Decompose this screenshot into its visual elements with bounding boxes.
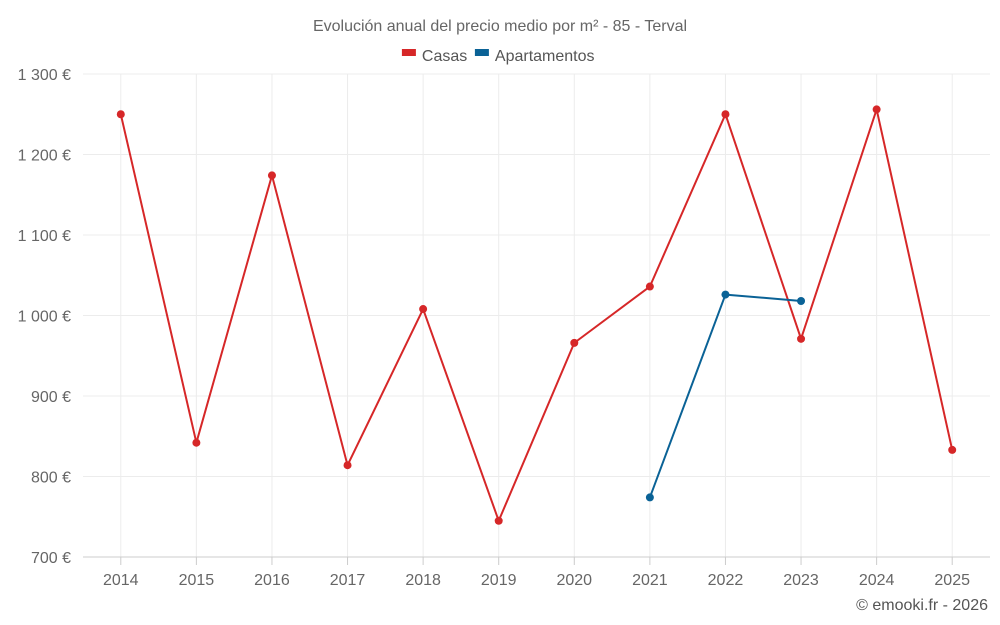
data-point-casas[interactable] xyxy=(721,110,730,119)
data-point-apartamentos[interactable] xyxy=(645,493,654,502)
data-point-casas[interactable] xyxy=(267,171,276,180)
data-point-casas[interactable] xyxy=(116,110,125,119)
x-tick-label: 2024 xyxy=(859,572,895,589)
legend[interactable]: Casas Apartamentos xyxy=(401,48,595,65)
legend-swatch xyxy=(474,49,489,56)
y-tick-label: 1 300 € xyxy=(18,67,71,84)
y-tick-label: 1 000 € xyxy=(18,309,71,326)
data-point-apartamentos[interactable] xyxy=(721,290,730,299)
gridlines xyxy=(83,73,990,557)
data-point-casas[interactable] xyxy=(343,461,352,470)
y-tick-label: 1 100 € xyxy=(18,228,71,245)
x-tick-label: 2016 xyxy=(254,572,290,589)
data-point-casas[interactable] xyxy=(570,338,579,347)
legend-item-casas[interactable]: Casas xyxy=(401,48,467,65)
data-point-casas[interactable] xyxy=(494,516,503,525)
data-point-casas[interactable] xyxy=(419,305,428,314)
x-tick-label: 2015 xyxy=(179,572,215,589)
data-point-casas[interactable] xyxy=(948,445,957,454)
data-point-casas[interactable] xyxy=(645,282,654,291)
data-point-casas[interactable] xyxy=(797,334,806,343)
x-tick-label: 2025 xyxy=(934,572,970,589)
x-tick-label: 2014 xyxy=(103,572,139,589)
x-tick-label: 2017 xyxy=(330,572,366,589)
x-tick-label: 2018 xyxy=(405,572,441,589)
legend-label: Apartamentos xyxy=(495,48,595,65)
x-tick-label: 2019 xyxy=(481,572,517,589)
x-tick-label: 2023 xyxy=(783,572,819,589)
axes: 700 € 800 € 900 € 1 000 € 1 100 € 1 200 € 1 30… xyxy=(18,67,990,589)
y-tick-label: 700 € xyxy=(31,550,71,567)
data-point-casas[interactable] xyxy=(192,438,201,447)
data-point-casas[interactable] xyxy=(872,105,881,114)
series xyxy=(116,105,957,525)
x-tick-label: 2022 xyxy=(708,572,744,589)
legend-item-apartamentos[interactable]: Apartamentos xyxy=(474,48,595,65)
chart-title: Evolución anual del precio medio por m² … xyxy=(313,18,687,35)
x-tick-label: 2021 xyxy=(632,572,668,589)
legend-swatch xyxy=(401,49,416,56)
credit-text: © emooki.fr - 2026 xyxy=(856,597,988,614)
y-tick-label: 800 € xyxy=(31,470,71,487)
x-tick-label: 2020 xyxy=(556,572,592,589)
series-line-casas xyxy=(119,108,954,522)
data-point-apartamentos[interactable] xyxy=(797,297,806,306)
y-tick-label: 900 € xyxy=(31,389,71,406)
legend-label: Casas xyxy=(422,48,467,65)
y-tick-label: 1 200 € xyxy=(18,148,71,165)
